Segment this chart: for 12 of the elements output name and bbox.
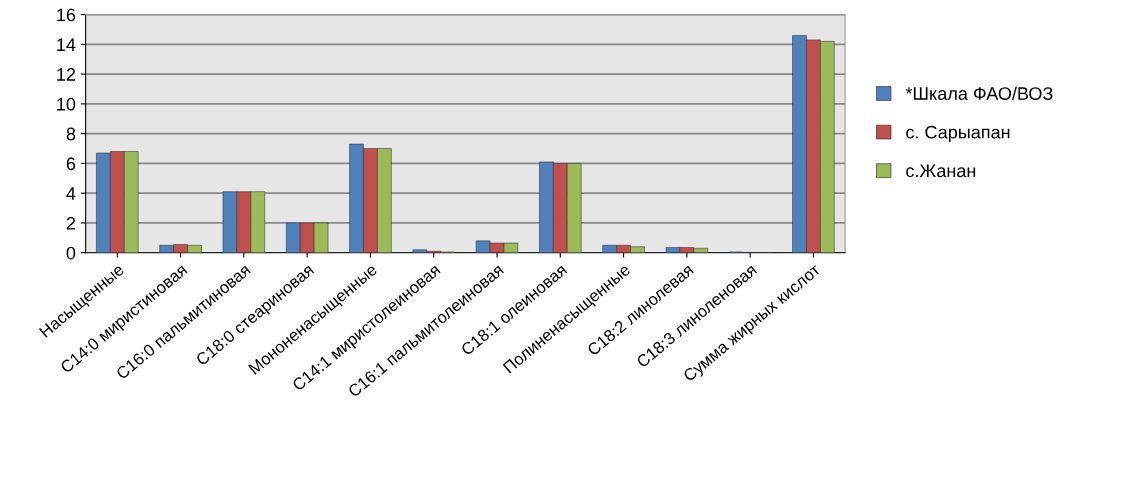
- legend-label: с. Сарыапан: [906, 125, 1010, 143]
- y-tick-label: 2: [66, 216, 76, 230]
- y-tick-label: 8: [66, 127, 76, 141]
- y-tick-label: 12: [57, 68, 76, 81]
- y-tick-label: 14: [57, 38, 76, 51]
- y-tick-label: 0: [66, 246, 76, 260]
- legend-label: *Шкала ФАО/ВОЗ: [905, 86, 1053, 100]
- legend-label: с.Жанан: [906, 164, 976, 178]
- y-tick-label: 16: [57, 8, 76, 22]
- y-tick-label: 6: [66, 157, 76, 171]
- y-tick-label: 4: [66, 187, 76, 200]
- y-tick-label: 10: [57, 97, 76, 111]
